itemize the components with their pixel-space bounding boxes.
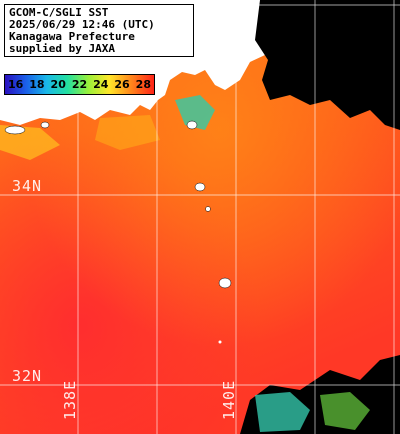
legend-tick: 28: [135, 78, 151, 91]
sst-color-legend: 16 18 20 22 24 26 28: [4, 74, 155, 95]
island: [186, 120, 198, 130]
publisher: Kanagawa Prefecture: [9, 30, 135, 43]
island: [218, 277, 232, 289]
satellite-product: GCOM-C/SGLI SST: [9, 6, 109, 19]
lat-label-32n: 32N: [12, 367, 43, 385]
observation-time: 2025/06/29 12:46 (UTC): [9, 18, 155, 31]
legend-tick: 26: [114, 78, 130, 91]
legend-tick: 22: [71, 78, 88, 91]
legend-tick: 18: [29, 78, 45, 91]
island: [194, 182, 206, 192]
image-info-box: GCOM-C/SGLI SST 2025/06/29 12:46 (UTC) K…: [4, 4, 194, 57]
data-provider: supplied by JAXA: [9, 42, 115, 55]
cloud-mask-ne: [255, 0, 400, 130]
lon-label-138e: 138E: [61, 379, 79, 420]
lat-label-34n: 34N: [12, 177, 43, 195]
legend-tick: 20: [50, 78, 66, 91]
island: [40, 121, 50, 129]
island: [218, 340, 222, 344]
island: [205, 206, 211, 212]
lon-label-140e: 140E: [220, 379, 238, 420]
legend-tick: 16: [7, 78, 24, 91]
legend-tick: 24: [93, 78, 109, 91]
island: [4, 125, 26, 135]
